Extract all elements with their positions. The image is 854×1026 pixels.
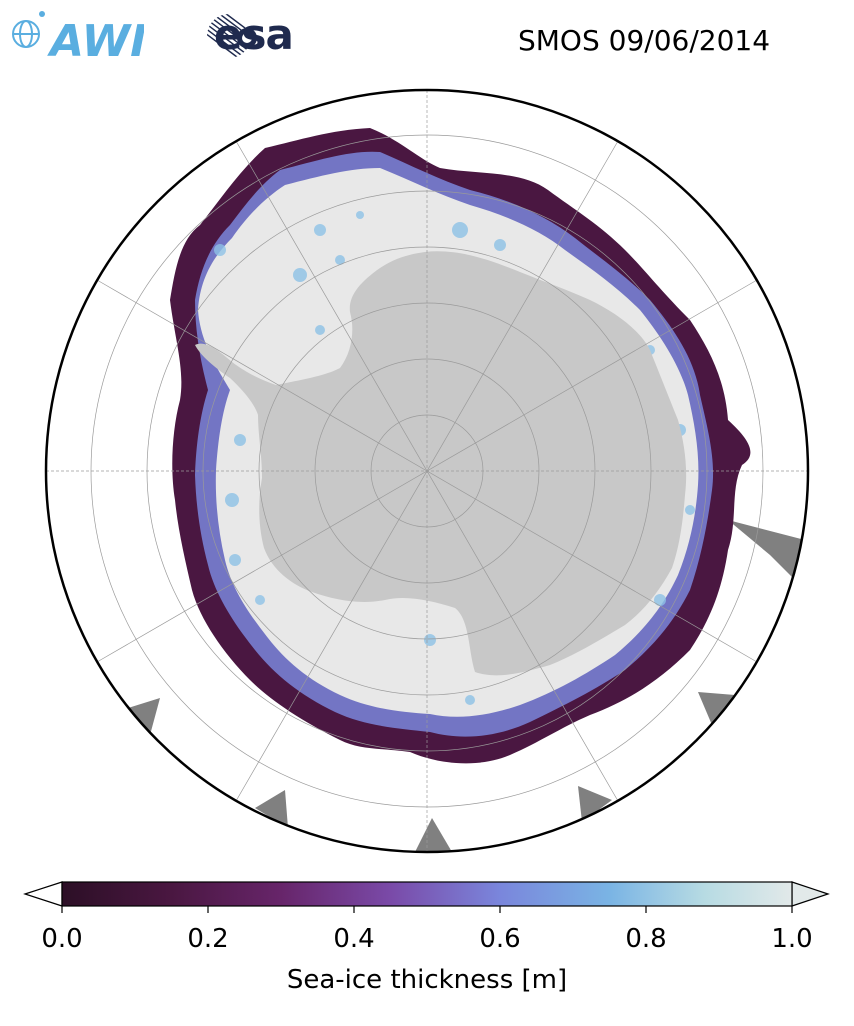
antarctica-landmass <box>258 251 687 676</box>
colorbar-tick-marks <box>61 906 793 913</box>
colorbar-label: Sea-ice thickness [m] <box>286 965 568 995</box>
colorbar-extend-max <box>791 881 830 907</box>
colorbar-tick-label: 0.4 <box>333 924 375 954</box>
missing-data-wedges <box>128 520 805 852</box>
map-boundary <box>44 88 810 854</box>
awi-wordmark: AWI <box>47 16 144 60</box>
colorbar-tick-label: 0.2 <box>187 924 229 954</box>
ice-thickness-speckle <box>214 211 695 705</box>
colorbar-tick-label: 0.6 <box>479 924 521 954</box>
antarctic-peninsula <box>195 343 276 415</box>
colorbar-gradient <box>61 881 793 907</box>
graticule <box>46 90 808 852</box>
colorbar-tick-label: 0.8 <box>625 924 667 954</box>
esa-wordmark: esa <box>214 10 294 59</box>
awi-logo: AWI <box>12 11 144 60</box>
awi-globe-icon <box>12 20 40 48</box>
colorbar-tick-label: 0.0 <box>41 924 83 954</box>
colorbar-tick-labels: 0.0 0.2 0.4 0.6 0.8 1.0 <box>0 924 854 964</box>
colorbar-tick-label: 1.0 <box>771 924 813 954</box>
colorbar-extend-min <box>23 881 63 907</box>
awi-star-icon <box>39 11 45 17</box>
esa-logo-mark <box>207 14 257 58</box>
colorbar <box>23 881 830 913</box>
map-title: SMOS 09/06/2014 <box>518 24 771 57</box>
